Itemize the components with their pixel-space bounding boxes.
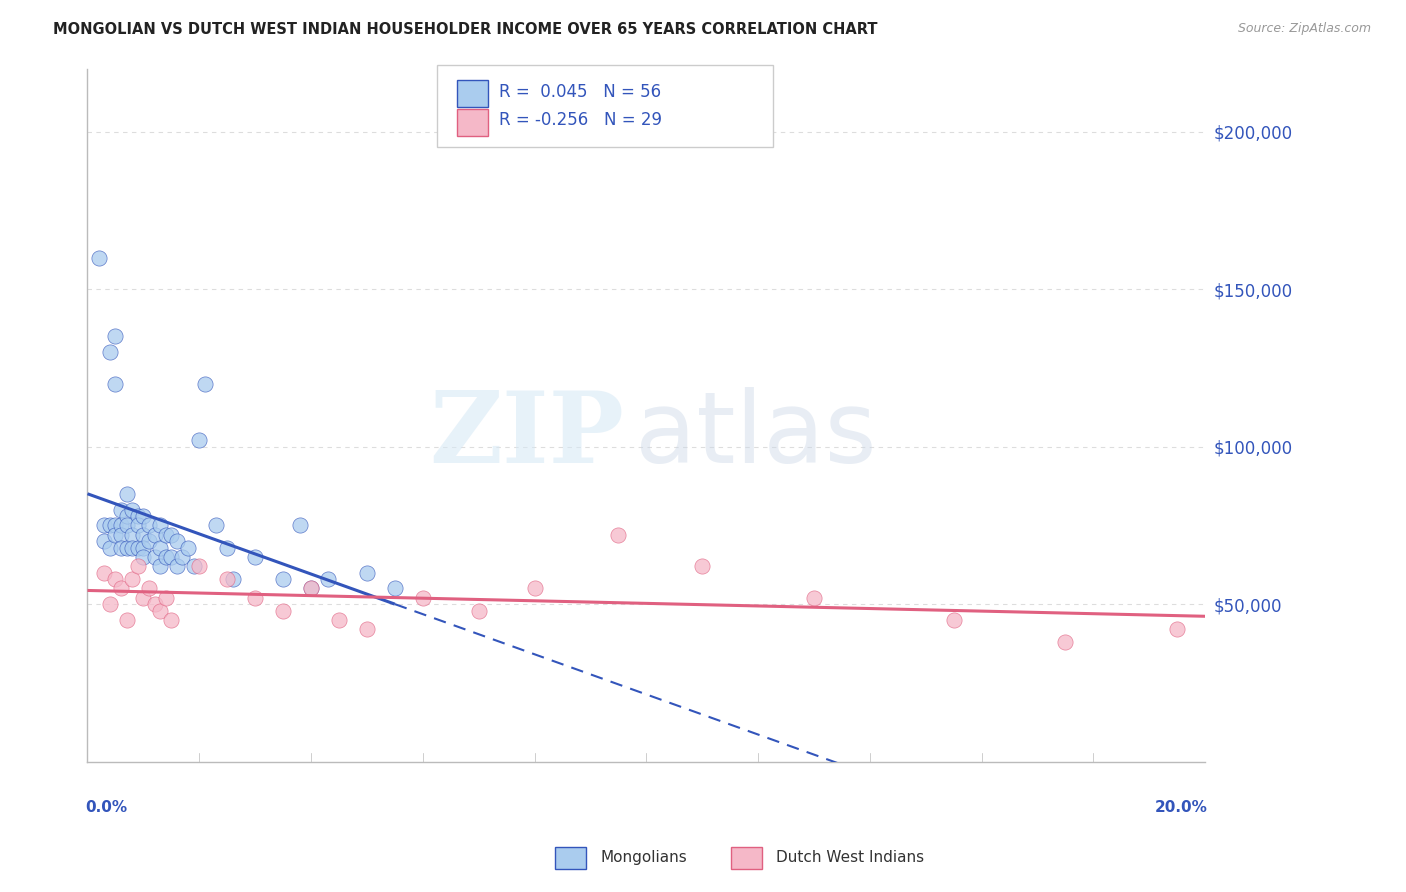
Text: R = -0.256   N = 29: R = -0.256 N = 29 [499, 112, 662, 129]
Text: Source: ZipAtlas.com: Source: ZipAtlas.com [1237, 22, 1371, 36]
Point [127, 508, 149, 523]
Point [316, 572, 339, 586]
Point [299, 582, 322, 596]
Point [177, 541, 200, 555]
Point [115, 487, 138, 501]
Point [115, 518, 138, 533]
Point [143, 597, 166, 611]
Point [155, 549, 177, 564]
Point [149, 541, 172, 555]
Text: Dutch West Indians: Dutch West Indians [776, 850, 924, 864]
Point [127, 541, 149, 555]
Point [523, 582, 546, 596]
Point [104, 528, 127, 542]
Point [110, 582, 132, 596]
Point [98, 345, 121, 359]
Point [132, 528, 155, 542]
Point [183, 559, 205, 574]
Point [299, 582, 322, 596]
Point [155, 591, 177, 605]
Point [160, 549, 183, 564]
Text: 0.0%: 0.0% [86, 800, 128, 815]
Point [93, 518, 115, 533]
Point [172, 549, 194, 564]
Point [166, 534, 188, 549]
Y-axis label: Householder Income Over 65 years: Householder Income Over 65 years [0, 293, 7, 538]
Point [1054, 635, 1077, 649]
Point [98, 541, 121, 555]
Point [384, 582, 406, 596]
Text: Mongolians: Mongolians [600, 850, 688, 864]
Text: atlas: atlas [636, 387, 877, 484]
Point [138, 518, 160, 533]
Point [188, 559, 211, 574]
Point [115, 508, 138, 523]
Point [356, 566, 378, 580]
Point [217, 572, 239, 586]
Point [110, 518, 132, 533]
Point [132, 591, 155, 605]
Point [110, 502, 132, 516]
Text: MONGOLIAN VS DUTCH WEST INDIAN HOUSEHOLDER INCOME OVER 65 YEARS CORRELATION CHAR: MONGOLIAN VS DUTCH WEST INDIAN HOUSEHOLD… [53, 22, 877, 37]
Point [87, 251, 110, 265]
Point [328, 613, 350, 627]
Point [104, 572, 127, 586]
Point [104, 518, 127, 533]
Point [132, 541, 155, 555]
Point [110, 528, 132, 542]
Point [942, 613, 965, 627]
Point [98, 518, 121, 533]
Point [143, 528, 166, 542]
Point [271, 603, 294, 617]
Point [166, 559, 188, 574]
Point [188, 434, 211, 448]
Point [121, 502, 143, 516]
Point [127, 559, 149, 574]
Text: 20.0%: 20.0% [1154, 800, 1208, 815]
Text: ZIP: ZIP [429, 387, 624, 484]
Point [288, 518, 311, 533]
Point [93, 534, 115, 549]
Point [243, 591, 266, 605]
Point [104, 329, 127, 343]
Point [132, 549, 155, 564]
Point [205, 518, 228, 533]
Point [121, 572, 143, 586]
Point [104, 376, 127, 391]
Point [149, 559, 172, 574]
Point [149, 603, 172, 617]
Point [127, 518, 149, 533]
Point [467, 603, 489, 617]
Point [271, 572, 294, 586]
Point [690, 559, 713, 574]
Point [115, 613, 138, 627]
Point [115, 541, 138, 555]
Point [132, 508, 155, 523]
Text: R =  0.045   N = 56: R = 0.045 N = 56 [499, 83, 661, 101]
Point [222, 572, 245, 586]
Point [803, 591, 825, 605]
Point [110, 541, 132, 555]
Point [607, 528, 630, 542]
Point [243, 549, 266, 564]
Point [356, 623, 378, 637]
Point [143, 549, 166, 564]
Point [138, 534, 160, 549]
Point [121, 528, 143, 542]
Point [149, 518, 172, 533]
Point [155, 528, 177, 542]
Point [1166, 623, 1188, 637]
Point [138, 582, 160, 596]
Point [160, 613, 183, 627]
Point [98, 597, 121, 611]
Point [93, 566, 115, 580]
Point [217, 541, 239, 555]
Point [412, 591, 434, 605]
Point [160, 528, 183, 542]
Point [194, 376, 217, 391]
Point [121, 541, 143, 555]
